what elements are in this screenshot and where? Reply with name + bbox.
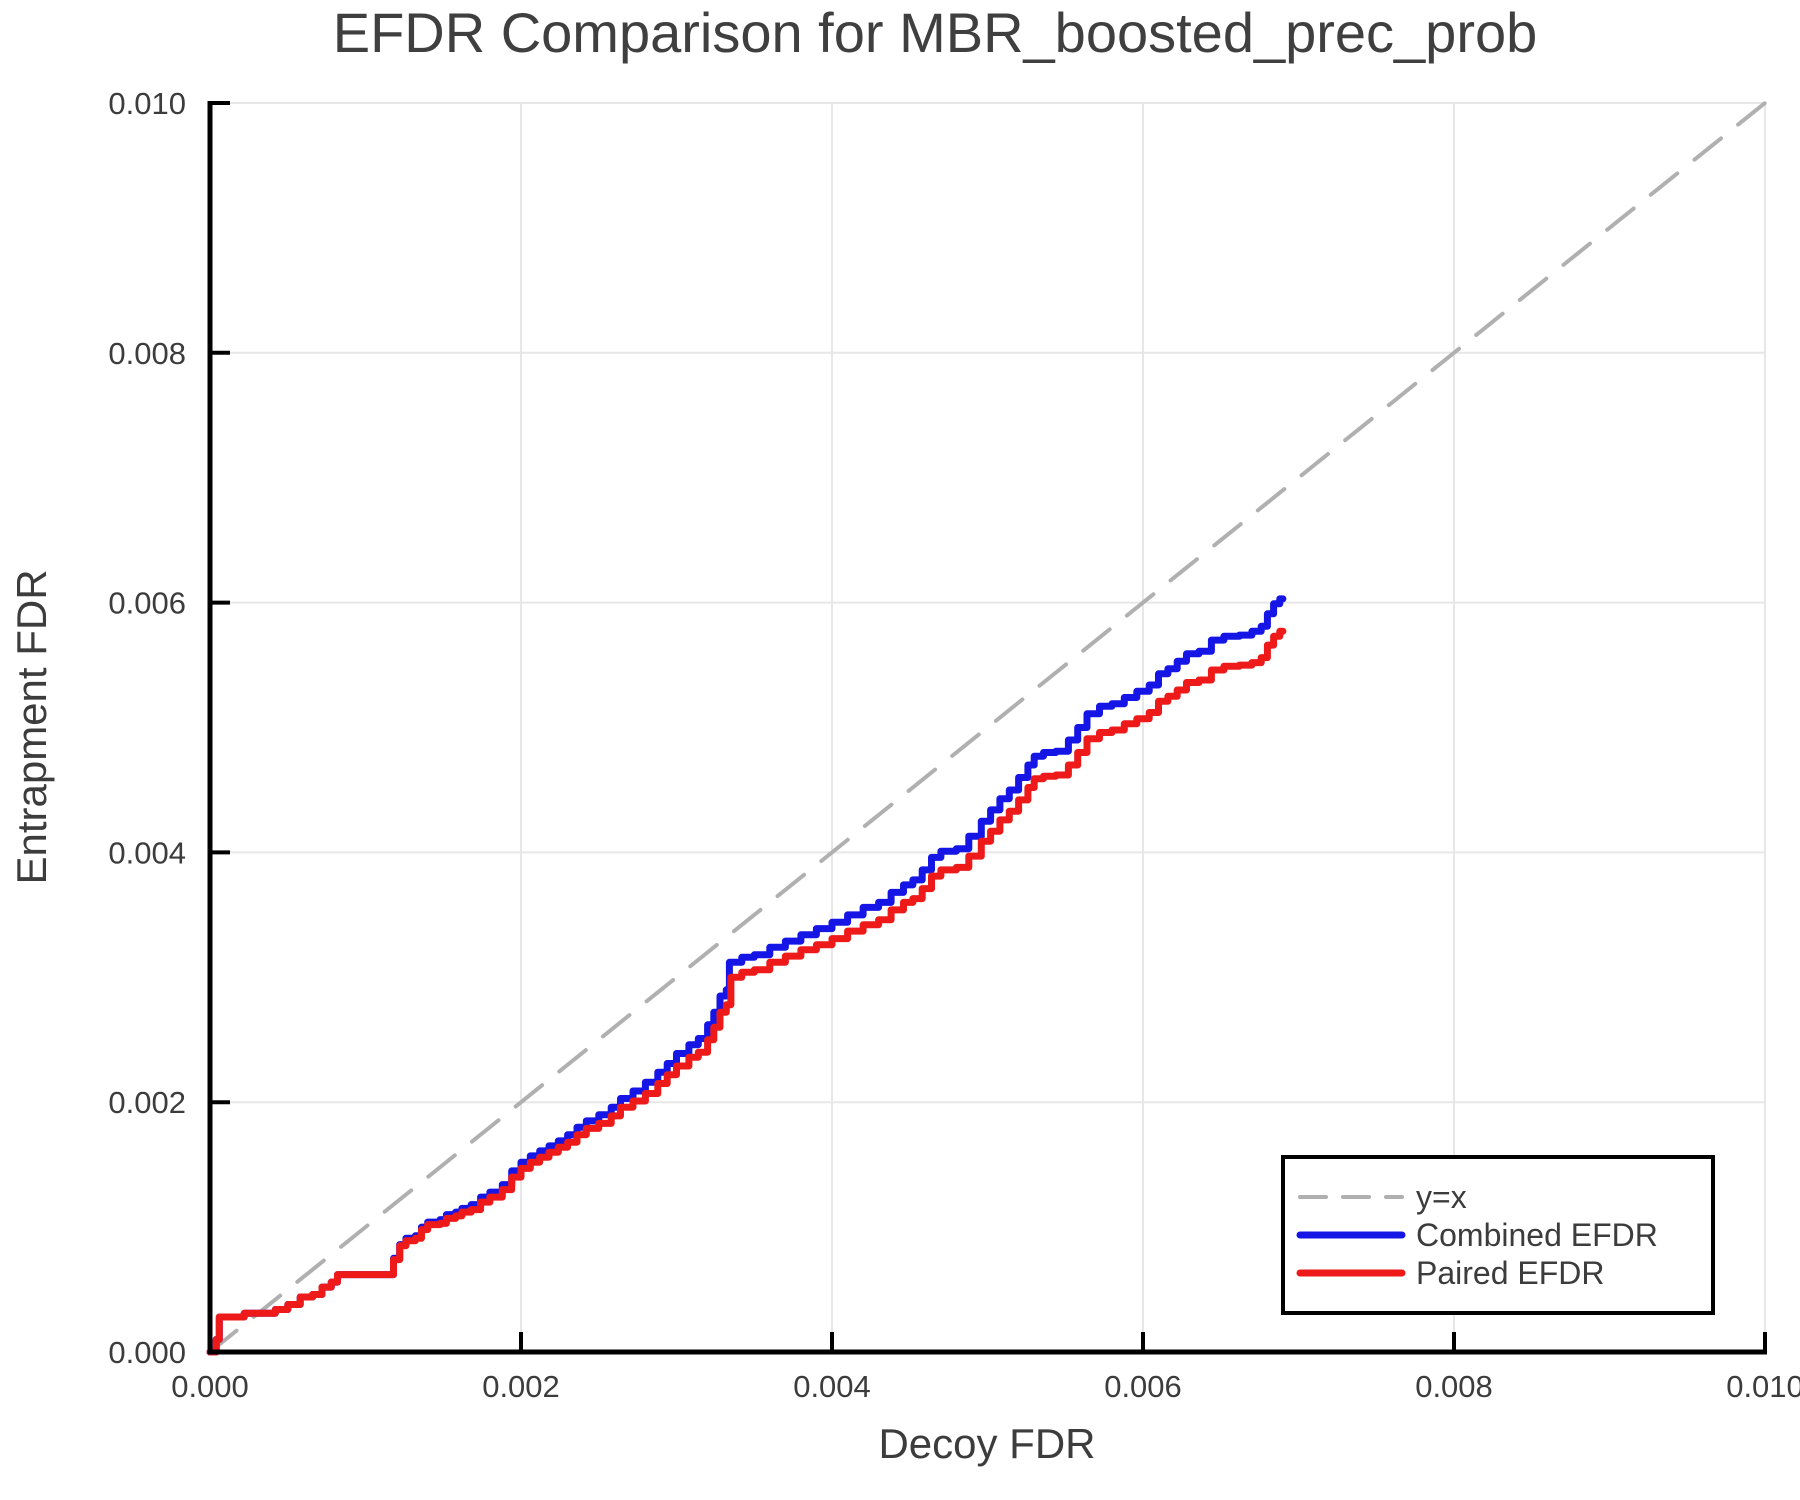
- x-tick-label: 0.010: [1726, 1369, 1800, 1404]
- x-tick-label: 0.008: [1415, 1369, 1493, 1404]
- y-tick-label: 0.006: [108, 586, 186, 621]
- gridlines: [209, 102, 1766, 1353]
- y-tick-label: 0.000: [108, 1335, 186, 1370]
- data-series: [206, 101, 1767, 1356]
- y-tick-label: 0.004: [108, 835, 186, 870]
- chart-title: EFDR Comparison for MBR_boosted_prec_pro…: [333, 1, 1538, 64]
- y-tick-label: 0.008: [108, 336, 186, 371]
- x-tick-label: 0.006: [1104, 1369, 1182, 1404]
- legend-box: [1281, 1155, 1715, 1315]
- x-tick-label: 0.000: [171, 1369, 249, 1404]
- series-line-paired-efdr: [206, 627, 1287, 1356]
- x-tick-label: 0.004: [793, 1369, 871, 1404]
- x-axis-label: Decoy FDR: [878, 1420, 1095, 1467]
- legend-label-1: y=x: [1416, 1179, 1467, 1215]
- y-tick-label: 0.002: [108, 1085, 186, 1120]
- y-axis-label: Entrapment FDR: [8, 569, 55, 884]
- tick-labels: 0.000 0.002 0.004 0.006 0.008 0.010 0.000 0.002…: [108, 86, 1800, 1404]
- legend-label-3: Paired EFDR: [1416, 1255, 1605, 1291]
- axes: [207, 101, 1767, 1355]
- y-tick-label: 0.010: [108, 86, 186, 121]
- x-tick-label: 0.002: [482, 1369, 560, 1404]
- legend-label-2: Combined EFDR: [1416, 1217, 1658, 1253]
